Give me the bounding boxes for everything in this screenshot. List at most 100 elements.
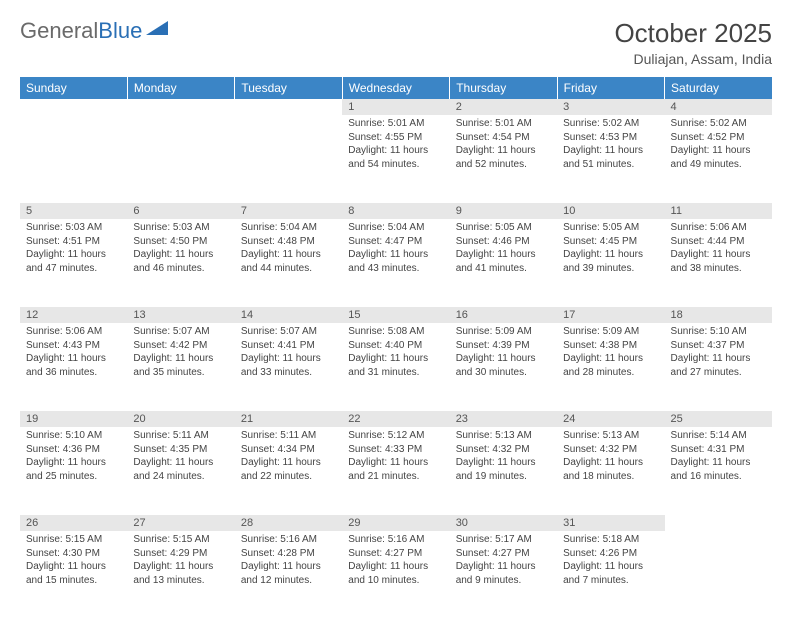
day-number-cell: 2 (450, 99, 557, 115)
sunset-text: Sunset: 4:45 PM (563, 235, 658, 249)
daylight-text: Daylight: 11 hours and 36 minutes. (26, 352, 121, 379)
sunset-text: Sunset: 4:36 PM (26, 443, 121, 457)
sunset-text: Sunset: 4:47 PM (348, 235, 443, 249)
day-number-cell: 22 (342, 411, 449, 427)
daylight-text: Daylight: 11 hours and 10 minutes. (348, 560, 443, 587)
sunrise-text: Sunrise: 5:04 AM (348, 221, 443, 235)
day-number-cell: 5 (20, 203, 127, 219)
day-number-cell (20, 99, 127, 115)
sunrise-text: Sunrise: 5:01 AM (456, 117, 551, 131)
day-header: Wednesday (342, 77, 449, 99)
sunset-text: Sunset: 4:30 PM (26, 547, 121, 561)
daylight-text: Daylight: 11 hours and 47 minutes. (26, 248, 121, 275)
sunrise-text: Sunrise: 5:09 AM (563, 325, 658, 339)
day-number-row: 1234 (20, 99, 772, 115)
sunrise-text: Sunrise: 5:09 AM (456, 325, 551, 339)
day-info-cell: Sunrise: 5:09 AMSunset: 4:39 PMDaylight:… (450, 323, 557, 407)
day-number-cell: 26 (20, 515, 127, 531)
day-number-cell: 19 (20, 411, 127, 427)
daylight-text: Daylight: 11 hours and 15 minutes. (26, 560, 121, 587)
day-info-cell: Sunrise: 5:14 AMSunset: 4:31 PMDaylight:… (665, 427, 772, 511)
day-info-cell: Sunrise: 5:06 AMSunset: 4:44 PMDaylight:… (665, 219, 772, 303)
day-info-cell: Sunrise: 5:05 AMSunset: 4:45 PMDaylight:… (557, 219, 664, 303)
sunset-text: Sunset: 4:26 PM (563, 547, 658, 561)
day-number-cell: 29 (342, 515, 449, 531)
sunrise-text: Sunrise: 5:12 AM (348, 429, 443, 443)
day-info-row: Sunrise: 5:15 AMSunset: 4:30 PMDaylight:… (20, 531, 772, 615)
day-info-row: Sunrise: 5:03 AMSunset: 4:51 PMDaylight:… (20, 219, 772, 303)
day-number-cell: 13 (127, 307, 234, 323)
daylight-text: Daylight: 11 hours and 43 minutes. (348, 248, 443, 275)
logo: GeneralBlue (20, 18, 168, 44)
sunrise-text: Sunrise: 5:07 AM (241, 325, 336, 339)
day-number-cell (235, 99, 342, 115)
day-header: Sunday (20, 77, 127, 99)
daylight-text: Daylight: 11 hours and 19 minutes. (456, 456, 551, 483)
sunset-text: Sunset: 4:44 PM (671, 235, 766, 249)
day-number-cell (665, 515, 772, 531)
daylight-text: Daylight: 11 hours and 12 minutes. (241, 560, 336, 587)
day-info-cell: Sunrise: 5:05 AMSunset: 4:46 PMDaylight:… (450, 219, 557, 303)
day-info-cell: Sunrise: 5:11 AMSunset: 4:34 PMDaylight:… (235, 427, 342, 511)
sunrise-text: Sunrise: 5:15 AM (26, 533, 121, 547)
day-number-cell: 20 (127, 411, 234, 427)
daylight-text: Daylight: 11 hours and 13 minutes. (133, 560, 228, 587)
daylight-text: Daylight: 11 hours and 27 minutes. (671, 352, 766, 379)
day-header: Tuesday (235, 77, 342, 99)
sunset-text: Sunset: 4:31 PM (671, 443, 766, 457)
sunset-text: Sunset: 4:50 PM (133, 235, 228, 249)
day-number-cell: 24 (557, 411, 664, 427)
daylight-text: Daylight: 11 hours and 18 minutes. (563, 456, 658, 483)
day-number-cell: 27 (127, 515, 234, 531)
day-info-cell: Sunrise: 5:12 AMSunset: 4:33 PMDaylight:… (342, 427, 449, 511)
day-info-cell: Sunrise: 5:15 AMSunset: 4:29 PMDaylight:… (127, 531, 234, 615)
sunrise-text: Sunrise: 5:03 AM (26, 221, 121, 235)
day-number-row: 12131415161718 (20, 307, 772, 323)
day-info-cell: Sunrise: 5:07 AMSunset: 4:42 PMDaylight:… (127, 323, 234, 407)
sunset-text: Sunset: 4:43 PM (26, 339, 121, 353)
day-info-cell: Sunrise: 5:06 AMSunset: 4:43 PMDaylight:… (20, 323, 127, 407)
sunset-text: Sunset: 4:55 PM (348, 131, 443, 145)
day-info-cell: Sunrise: 5:16 AMSunset: 4:27 PMDaylight:… (342, 531, 449, 615)
daylight-text: Daylight: 11 hours and 25 minutes. (26, 456, 121, 483)
sunrise-text: Sunrise: 5:11 AM (241, 429, 336, 443)
daylight-text: Daylight: 11 hours and 35 minutes. (133, 352, 228, 379)
sunrise-text: Sunrise: 5:10 AM (671, 325, 766, 339)
day-info-cell (665, 531, 772, 615)
sunrise-text: Sunrise: 5:02 AM (563, 117, 658, 131)
sunset-text: Sunset: 4:33 PM (348, 443, 443, 457)
day-info-cell: Sunrise: 5:01 AMSunset: 4:55 PMDaylight:… (342, 115, 449, 199)
day-info-cell: Sunrise: 5:02 AMSunset: 4:53 PMDaylight:… (557, 115, 664, 199)
sunrise-text: Sunrise: 5:04 AM (241, 221, 336, 235)
header: GeneralBlue October 2025 Duliajan, Assam… (20, 18, 772, 67)
sunset-text: Sunset: 4:28 PM (241, 547, 336, 561)
daylight-text: Daylight: 11 hours and 21 minutes. (348, 456, 443, 483)
sunrise-text: Sunrise: 5:11 AM (133, 429, 228, 443)
sunrise-text: Sunrise: 5:17 AM (456, 533, 551, 547)
day-header: Saturday (665, 77, 772, 99)
daylight-text: Daylight: 11 hours and 49 minutes. (671, 144, 766, 171)
day-header: Thursday (450, 77, 557, 99)
day-info-cell: Sunrise: 5:10 AMSunset: 4:37 PMDaylight:… (665, 323, 772, 407)
day-header: Monday (127, 77, 234, 99)
sunset-text: Sunset: 4:35 PM (133, 443, 228, 457)
sunset-text: Sunset: 4:34 PM (241, 443, 336, 457)
day-number-cell: 7 (235, 203, 342, 219)
logo-triangle-icon (146, 15, 168, 41)
sunset-text: Sunset: 4:54 PM (456, 131, 551, 145)
daylight-text: Daylight: 11 hours and 7 minutes. (563, 560, 658, 587)
day-info-cell: Sunrise: 5:01 AMSunset: 4:54 PMDaylight:… (450, 115, 557, 199)
day-number-cell: 16 (450, 307, 557, 323)
day-info-cell: Sunrise: 5:16 AMSunset: 4:28 PMDaylight:… (235, 531, 342, 615)
day-number-cell: 25 (665, 411, 772, 427)
sunset-text: Sunset: 4:46 PM (456, 235, 551, 249)
day-info-cell: Sunrise: 5:08 AMSunset: 4:40 PMDaylight:… (342, 323, 449, 407)
day-number-cell: 8 (342, 203, 449, 219)
sunrise-text: Sunrise: 5:01 AM (348, 117, 443, 131)
day-info-cell: Sunrise: 5:07 AMSunset: 4:41 PMDaylight:… (235, 323, 342, 407)
daylight-text: Daylight: 11 hours and 41 minutes. (456, 248, 551, 275)
sunset-text: Sunset: 4:32 PM (456, 443, 551, 457)
day-number-cell: 17 (557, 307, 664, 323)
daylight-text: Daylight: 11 hours and 22 minutes. (241, 456, 336, 483)
day-info-cell: Sunrise: 5:02 AMSunset: 4:52 PMDaylight:… (665, 115, 772, 199)
